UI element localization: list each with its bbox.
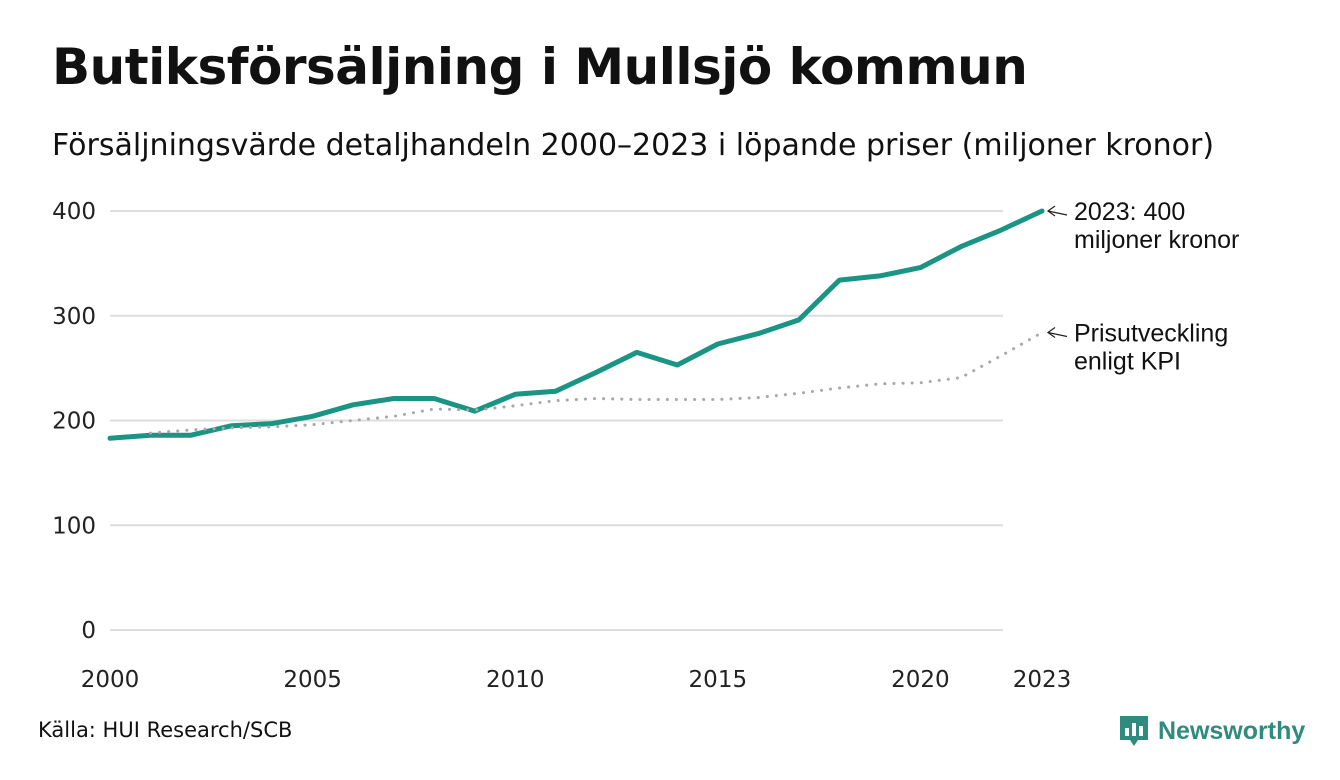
annotation-label-line1: 2023: 400 — [1074, 198, 1185, 226]
y-tick-label: 200 — [52, 409, 96, 435]
newsworthy-logo: Newsworthy — [1118, 714, 1305, 748]
annotation-label-line2: miljoner kronor — [1074, 226, 1239, 254]
y-tick-label: 100 — [52, 513, 96, 539]
annotation-label-line1: Prisutveckling — [1074, 320, 1228, 348]
x-tick-label: 2010 — [486, 667, 545, 693]
annotation-arrow-line — [1047, 331, 1068, 338]
annotation-arrow-line — [1047, 210, 1068, 216]
annotation-arrow-head — [1046, 205, 1056, 217]
x-tick-label: 2023 — [1013, 667, 1072, 693]
chart-subtitle: Försäljningsvärde detaljhandeln 2000–202… — [52, 128, 1215, 163]
x-tick-label: 2005 — [283, 667, 342, 693]
brand-name: Newsworthy — [1158, 716, 1306, 745]
annotation-label-line2: enligt KPI — [1074, 348, 1181, 376]
x-tick-label: 2015 — [689, 667, 748, 693]
x-tick-label: 2000 — [81, 667, 140, 693]
sales-series-line — [107, 208, 1045, 441]
y-tick-label: 300 — [52, 304, 96, 330]
y-tick-label: 0 — [81, 618, 96, 644]
y-tick-label: 400 — [52, 199, 96, 225]
line-chart: 0 100 200 300 400 2000 2005 2010 2015 2020 2023 202… — [52, 198, 1239, 693]
cpi-series-line — [149, 331, 1044, 435]
source-note: Källa: HUI Research/SCB — [38, 718, 293, 742]
x-tick-label: 2020 — [891, 667, 950, 693]
annotation-arrow-head — [1046, 327, 1056, 338]
chart-title: Butiksförsäljning i Mullsjö kommun — [52, 38, 1028, 96]
newsworthy-icon — [1120, 716, 1148, 746]
